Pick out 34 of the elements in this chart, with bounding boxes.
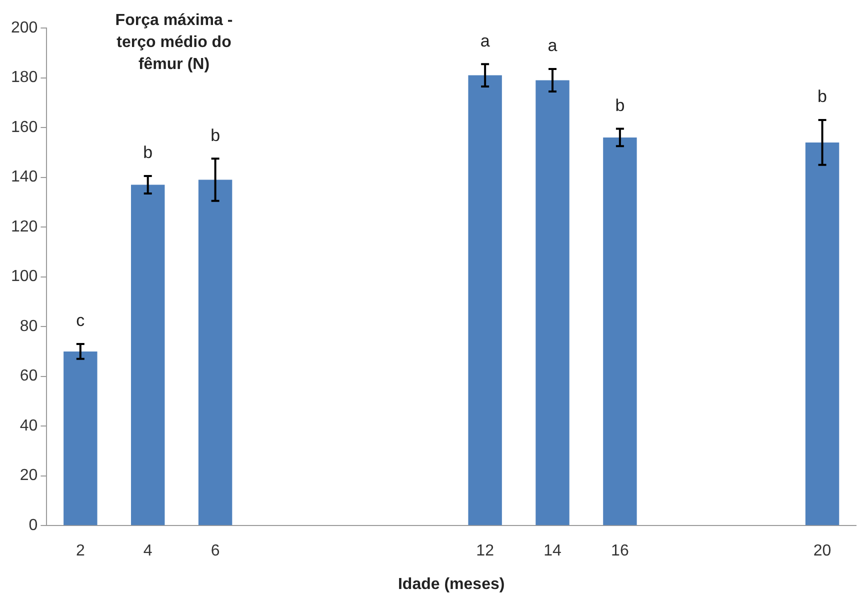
x-tick-label: 14 xyxy=(544,542,562,560)
bar xyxy=(805,142,840,526)
x-tick-label: 12 xyxy=(476,542,494,560)
y-tick-label: 160 xyxy=(10,118,38,136)
y-tick-label: 0 xyxy=(28,517,38,534)
y-tick-label: 200 xyxy=(10,19,38,36)
y-tick-label: 60 xyxy=(20,368,38,385)
annotation: a xyxy=(480,31,490,50)
x-axis-title: Idade (meses) xyxy=(398,576,505,593)
y-tick-label: 140 xyxy=(10,168,38,186)
y-tick-label: 100 xyxy=(10,268,38,286)
bar xyxy=(536,80,570,526)
annotation: a xyxy=(548,36,558,56)
annotation: b xyxy=(210,126,220,145)
bar xyxy=(468,75,502,526)
y-tick-label: 40 xyxy=(20,417,38,434)
y-tick-label: 80 xyxy=(20,318,38,335)
y-tick-label: 20 xyxy=(20,467,38,484)
x-tick-label: 16 xyxy=(611,542,629,560)
annotation: b xyxy=(615,96,625,115)
annotation: c xyxy=(76,311,86,330)
y-tick-label: 180 xyxy=(10,69,38,86)
annotation: b xyxy=(818,87,828,106)
y-axis-title: Força máxima - terço médio do fêmur (N) xyxy=(114,11,234,75)
bar xyxy=(198,180,232,526)
bar xyxy=(64,351,98,526)
x-tick-label: 4 xyxy=(143,542,152,560)
x-tick-label: 20 xyxy=(813,542,832,560)
bar xyxy=(603,137,637,526)
annotation: b xyxy=(143,143,153,162)
y-tick-label: 120 xyxy=(10,218,38,236)
x-tick-label: 2 xyxy=(76,542,85,560)
bar xyxy=(131,184,165,526)
x-tick-label: 6 xyxy=(210,542,220,560)
